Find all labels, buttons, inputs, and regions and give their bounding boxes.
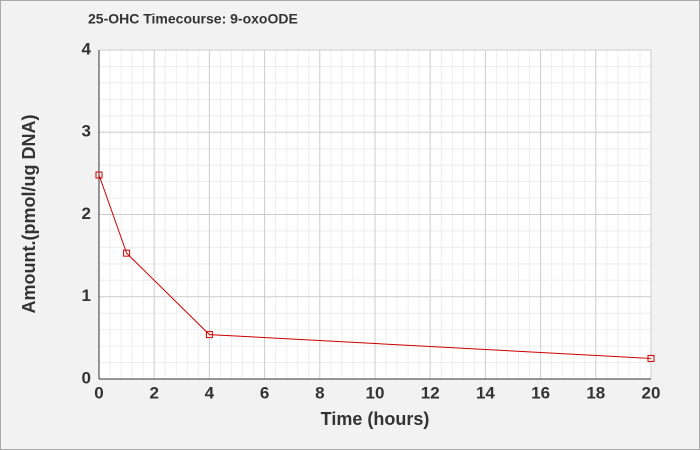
y-axis-label: Amount.(pmol/ug DNA) <box>19 115 39 314</box>
x-tick-label: 20 <box>642 383 661 402</box>
x-tick-label: 16 <box>531 383 550 402</box>
x-tick-label: 0 <box>94 383 103 402</box>
x-tick-label: 4 <box>205 383 215 402</box>
y-tick-label: 4 <box>82 39 92 58</box>
data-line <box>98 174 652 359</box>
data-point <box>647 354 655 362</box>
y-tick-label: 0 <box>82 368 91 387</box>
x-tick-label: 10 <box>366 383 385 402</box>
grid <box>98 49 652 380</box>
data-point <box>205 331 213 339</box>
x-tick-label: 8 <box>315 383 324 402</box>
x-tick-label: 12 <box>421 383 440 402</box>
chart-title: 25-OHC Timecourse: 9-oxoODE <box>88 11 298 27</box>
y-tick-label: 1 <box>82 286 91 305</box>
x-tick-label: 14 <box>476 383 495 402</box>
x-tick-label: 6 <box>260 383 269 402</box>
y-tick-label: 2 <box>82 204 91 223</box>
y-tick-label: 3 <box>82 122 91 141</box>
x-tick-label: 18 <box>586 383 605 402</box>
data-point <box>123 249 131 257</box>
data-point <box>95 171 103 179</box>
x-axis-label: Time (hours) <box>321 409 430 429</box>
marks <box>95 171 655 362</box>
x-tick-label: 2 <box>149 383 158 402</box>
